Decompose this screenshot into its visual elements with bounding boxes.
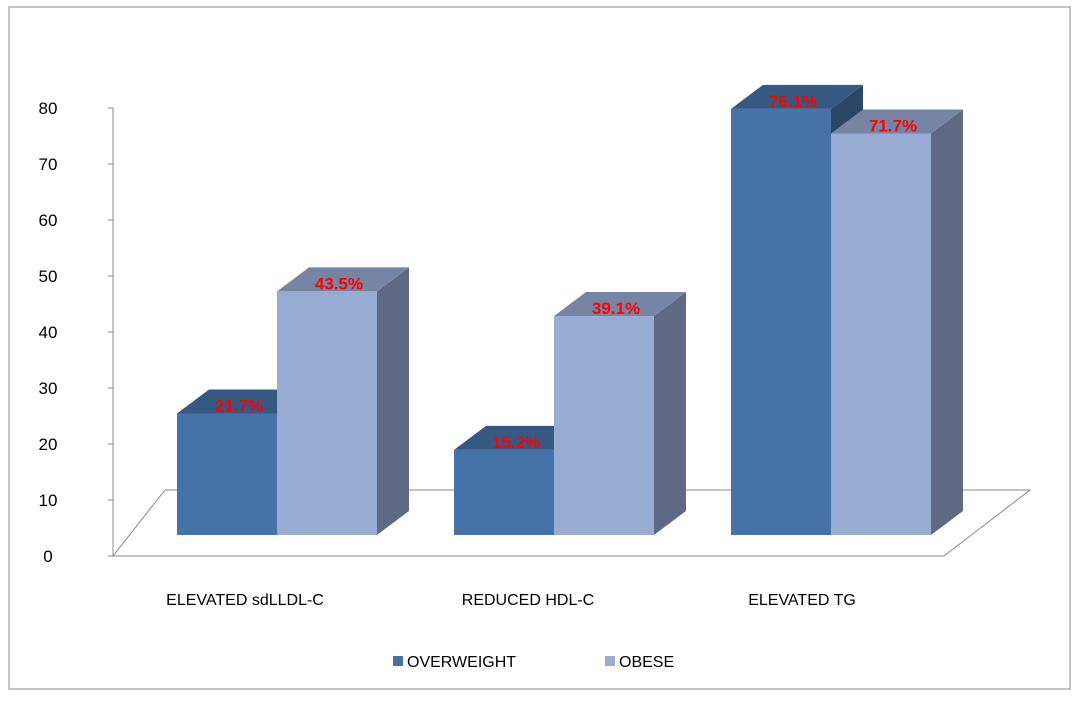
data-label-obese-1: 43.5% — [315, 274, 363, 293]
bar-front — [177, 413, 277, 535]
value-axis-tick-label: 50 — [39, 267, 58, 286]
legend-item-overweight: OVERWEIGHT — [393, 654, 516, 671]
bar-side — [377, 267, 409, 535]
legend-swatch — [393, 656, 403, 666]
bar-front — [277, 291, 377, 535]
bar-obese-2 — [554, 292, 686, 535]
value-axis-tick-label: 70 — [39, 155, 58, 174]
category-label: ELEVATED sdLLDL-C — [166, 592, 324, 609]
value-axis-tick-label: 10 — [39, 491, 58, 510]
bar-overweight-2 — [454, 425, 586, 535]
bar-obese-1 — [277, 267, 409, 535]
value-axis-tick-label: 60 — [39, 211, 58, 230]
category-label: REDUCED HDL-C — [462, 592, 594, 609]
bar-side — [654, 292, 686, 535]
value-axis-tick-label: 40 — [39, 323, 58, 342]
bar-obese-3 — [831, 109, 963, 536]
bar-top — [177, 389, 309, 414]
bar-series — [177, 84, 963, 536]
data-label-overweight-3: 76.1% — [769, 92, 817, 111]
value-axis-tick-label: 30 — [39, 379, 58, 398]
bar-front — [831, 133, 931, 536]
legend-swatch — [605, 656, 615, 666]
bar-top — [454, 425, 586, 450]
bar-front — [454, 449, 554, 535]
category-label: ELEVATED TG — [748, 592, 856, 609]
bar-top — [277, 267, 409, 292]
data-label-overweight-2: 15.2% — [492, 433, 540, 452]
bar-side — [931, 109, 963, 535]
value-axis: 0 10 20 30 40 50 60 70 80 — [39, 99, 114, 566]
legend: OVERWEIGHT OBESE — [393, 654, 674, 671]
data-label-overweight-1: 21.7% — [215, 396, 263, 415]
bar-front — [731, 108, 831, 535]
data-label-obese-2: 39.1% — [592, 299, 640, 318]
bar-top — [731, 84, 863, 109]
data-label-obese-3: 71.7% — [869, 116, 917, 135]
value-axis-tick-label: 80 — [39, 99, 58, 118]
chart-floor — [111, 489, 1032, 557]
legend-label: OVERWEIGHT — [407, 654, 516, 671]
bar-top — [554, 292, 686, 317]
category-axis: ELEVATED sdLLDL-C REDUCED HDL-C ELEVATED T… — [166, 592, 856, 609]
legend-item-obese: OBESE — [605, 654, 674, 671]
bar-top — [831, 109, 963, 134]
value-axis-tick-label: 20 — [39, 435, 58, 454]
legend-label: OBESE — [619, 654, 674, 671]
bar-front — [554, 316, 654, 535]
value-axis-tick-label: 0 — [43, 547, 52, 566]
floor-plane — [111, 489, 1032, 557]
data-labels: 21.7% 43.5% 15.2% 39.1% 76.1% 71.7% — [215, 92, 917, 452]
